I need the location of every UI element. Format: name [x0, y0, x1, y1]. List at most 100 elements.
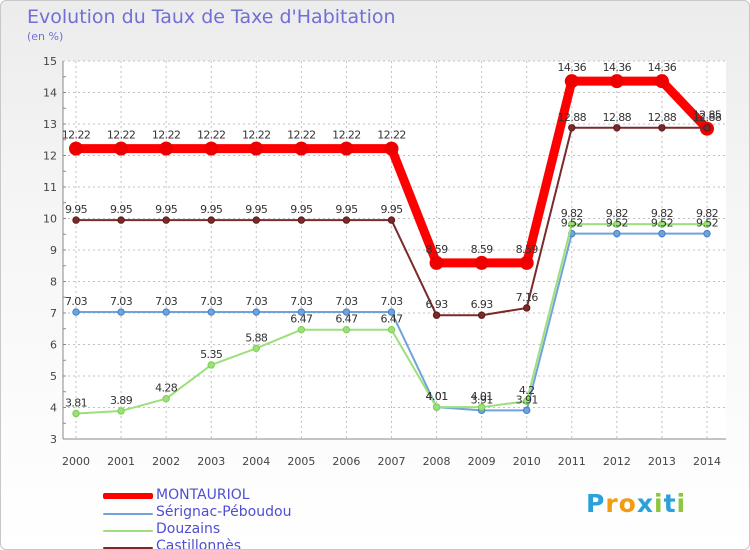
data-point-s-rignac-p-boudou [703, 229, 711, 238]
data-label-douzains: 4.28 [155, 382, 178, 395]
data-label-s-rignac-p-boudou: 3.91 [516, 393, 538, 406]
data-label-montauriol: 14.36 [558, 61, 587, 74]
data-point-s-rignac-p-boudou [72, 308, 80, 316]
data-label-castillonn-s: 9.95 [290, 203, 313, 216]
data-label-douzains: 9.82 [651, 207, 673, 220]
data-label-douzains: 6.47 [335, 313, 358, 326]
data-label-montauriol: 14.36 [648, 61, 677, 74]
data-label-s-rignac-p-boudou: 4.01 [426, 390, 448, 403]
data-label-montauriol: 8.59 [516, 243, 539, 256]
data-label-douzains: 4.01 [471, 390, 493, 403]
y-tick-label: 15 [43, 55, 57, 68]
data-point-castillonn-s [613, 124, 621, 132]
logo-letter: i [676, 489, 687, 518]
y-tick-label: 10 [43, 213, 57, 226]
y-tick-label: 8 [50, 276, 57, 289]
data-label-douzains: 9.82 [606, 207, 628, 220]
data-label-castillonn-s: 9.95 [155, 203, 178, 216]
data-point-douzains [613, 220, 621, 228]
data-point-douzains [297, 325, 306, 334]
data-point-castillonn-s [703, 124, 711, 132]
x-tick-label: 2010 [513, 455, 541, 468]
data-label-castillonn-s: 12.88 [648, 111, 677, 124]
data-point-s-rignac-p-boudou [342, 308, 351, 316]
data-label-s-rignac-p-boudou: 7.03 [290, 295, 313, 308]
data-label-s-rignac-p-boudou: 7.03 [335, 295, 358, 308]
data-label-douzains: 5.35 [200, 348, 223, 361]
data-point-castillonn-s [252, 216, 260, 224]
data-label-montauriol: 8.59 [426, 243, 449, 256]
y-tick-label: 4 [50, 402, 57, 415]
data-point-douzains [658, 220, 666, 228]
y-tick-label: 6 [50, 339, 57, 352]
data-label-douzains: 9.82 [561, 207, 583, 220]
data-label-douzains: 3.89 [110, 394, 133, 407]
data-label-s-rignac-p-boudou: 7.03 [200, 295, 223, 308]
data-label-s-rignac-p-boudou: 7.03 [155, 295, 178, 308]
data-point-castillonn-s [432, 311, 441, 319]
data-label-douzains: 4.2 [519, 384, 535, 397]
data-point-douzains [342, 325, 351, 334]
data-label-s-rignac-p-boudou: 9.52 [696, 217, 718, 230]
data-label-s-rignac-p-boudou: 9.52 [561, 217, 583, 230]
data-label-montauriol: 12.22 [332, 129, 361, 142]
data-point-castillonn-s [117, 216, 125, 224]
data-label-douzains: 9.82 [696, 207, 718, 220]
x-tick-label: 2014 [693, 455, 721, 468]
data-point-castillonn-s [72, 216, 80, 224]
data-label-montauriol: 12.85 [693, 109, 722, 122]
data-point-castillonn-s [162, 216, 170, 224]
x-tick-label: 2004 [242, 455, 270, 468]
data-label-montauriol: 12.22 [242, 129, 271, 142]
data-point-castillonn-s [523, 304, 531, 312]
legend-label-castillonnes: Castillonnès [156, 538, 242, 550]
data-point-s-rignac-p-boudou [117, 308, 125, 316]
data-point-douzains [703, 220, 711, 228]
data-point-s-rignac-p-boudou [252, 308, 260, 316]
data-label-castillonn-s: 9.95 [200, 203, 223, 216]
logo-letter: i [654, 489, 664, 518]
data-point-montauriol [474, 255, 489, 270]
y-tick-label: 12 [43, 150, 57, 163]
data-label-castillonn-s: 9.95 [65, 203, 88, 216]
data-point-montauriol [519, 255, 534, 270]
data-label-castillonn-s: 9.95 [335, 203, 358, 216]
data-point-douzains [162, 394, 170, 403]
data-label-montauriol: 12.22 [377, 129, 406, 142]
y-tick-label: 3 [50, 433, 57, 446]
data-point-douzains [207, 361, 215, 369]
data-point-castillonn-s [568, 124, 576, 132]
data-label-s-rignac-p-boudou: 9.52 [606, 217, 628, 230]
legend-swatch-castillonnes [103, 547, 153, 549]
data-label-montauriol: 12.22 [152, 129, 181, 142]
x-tick-label: 2013 [648, 455, 676, 468]
logo-letter: o [618, 489, 637, 518]
data-point-montauriol [654, 74, 669, 89]
data-label-douzains: 6.47 [290, 313, 313, 326]
x-tick-label: 2008 [423, 455, 451, 468]
data-label-douzains: 4.01 [426, 390, 448, 403]
data-label-castillonn-s: 7.16 [516, 291, 539, 304]
data-point-montauriol [69, 141, 83, 156]
data-point-montauriol [609, 74, 624, 89]
legend-swatch-montauriol [103, 493, 153, 499]
data-point-montauriol [429, 255, 444, 270]
y-tick-label: 11 [43, 181, 57, 194]
data-label-s-rignac-p-boudou: 7.03 [245, 295, 268, 308]
x-tick-label: 2003 [197, 455, 225, 468]
data-label-castillonn-s: 9.95 [245, 203, 268, 216]
data-point-s-rignac-p-boudou [613, 229, 621, 238]
y-axis-label: (en %) [27, 30, 64, 43]
data-point-montauriol [294, 141, 309, 156]
data-label-castillonn-s: 12.88 [693, 111, 722, 124]
data-point-montauriol [204, 141, 219, 156]
data-label-montauriol: 12.22 [197, 129, 226, 142]
y-tick-label: 13 [43, 118, 57, 131]
data-label-castillonn-s: 6.93 [471, 298, 494, 311]
logo-letter: t [663, 489, 677, 518]
data-label-castillonn-s: 12.88 [558, 111, 587, 124]
y-tick-label: 7 [50, 307, 57, 320]
x-tick-label: 2000 [62, 455, 90, 468]
data-point-douzains [477, 403, 486, 411]
